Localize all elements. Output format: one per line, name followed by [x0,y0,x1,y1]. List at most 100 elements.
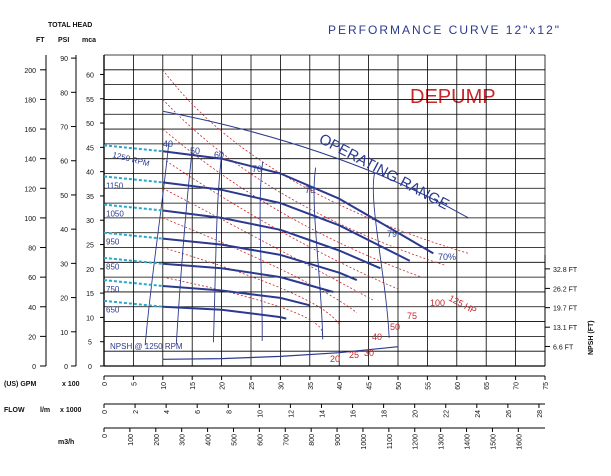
m3h-tick-label: 200 [154,434,161,446]
efficiency-label: 79 [387,229,397,239]
operating-range-boundary [162,110,469,219]
psi-tick-label: 0 [64,364,68,371]
power-curve [162,187,375,302]
ft-tick-label: 0 [32,364,36,371]
mca-tick-label: 60 [86,72,94,79]
lm-scale-label: x 1000 [60,407,82,414]
speed-curve [162,181,411,262]
mca-unit-label: mca [82,37,96,44]
speed-label: 1250 RPM [112,150,151,168]
gpm-tick-label: 5 [131,382,138,386]
m3h-tick-label: 1500 [490,434,497,450]
ft-tick-label: 160 [24,127,36,134]
speed-label: 850 [106,263,120,272]
efficiency-label: 79 [305,185,315,195]
speed-label: 1150 [106,181,124,190]
lm-tick-label: 28 [537,410,544,418]
chart-title: PERFORMANCE CURVE 12"x12" [328,23,561,37]
operating-range-text: OPERATING RANGE [316,131,452,214]
ft-tick-label: 120 [24,186,36,193]
brand-label: DEPUMP [410,86,496,108]
m3h-tick-label: 1200 [413,434,420,450]
gpm-tick-label: 10 [161,382,168,390]
psi-tick-label: 90 [60,56,68,63]
mca-tick-label: 10 [86,315,94,322]
mca-tick-label: 55 [86,97,94,104]
ft-tick-label: 180 [24,97,36,104]
efficiency-label: 50 [190,146,200,156]
npsh-axis-label: NPSH (FT) [588,320,595,355]
flow-label: FLOW [4,407,25,414]
npsh-curve-label: NPSH @ 1250 RPM [110,342,183,351]
ft-unit-label: FT [36,37,45,44]
speed-curve [162,209,381,270]
lm-tick-label: 2 [133,410,140,414]
mca-tick-label: 45 [86,145,94,152]
speed-label: 750 [106,285,120,294]
efficiency-curve [259,161,264,341]
gpm-scale-label: x 100 [62,381,80,388]
mca-tick-label: 15 [86,291,94,298]
power-curve [162,276,323,337]
m3h-tick-label: 700 [283,434,290,446]
speed-curve [162,237,358,282]
gpm-tick-label: 20 [220,382,227,390]
ft-tick-label: 80 [28,246,36,253]
lm-tick-label: 4 [164,410,171,414]
lm-tick-label: 24 [475,410,482,418]
m3h-tick-label: 1600 [516,434,523,450]
gpm-tick-label: 50 [396,382,403,390]
flow-axes: 0 5 10 15 20 25 30 35 40 45 50 55 60 65 70 750 2 4 6 8 10 12 1… [102,375,550,450]
lm-tick-label: 10 [257,410,264,418]
psi-tick-label: 10 [60,330,68,337]
efficiency-curve [175,149,193,344]
mca-tick-label: 5 [88,340,92,347]
gpm-tick-label: 45 [367,382,374,390]
power-label: 20 [330,354,340,364]
m3h-tick-label: 0 [102,434,109,438]
psi-unit-label: PSI [58,37,69,44]
npsh-line [162,346,399,360]
speed-curve [162,305,287,320]
m3h-tick-label: 500 [231,434,238,446]
power-label: 50 [390,322,400,332]
gpm-tick-label: 35 [308,382,315,390]
mca-tick-label: 40 [86,170,94,177]
m3h-tick-label: 400 [206,434,213,446]
mca-tick-label: 50 [86,121,94,128]
npsh-tick-label: 13.1 FT [553,325,578,332]
gpm-tick-label: 25 [249,382,256,390]
psi-tick-label: 20 [60,296,68,303]
ft-tick-label: 140 [24,157,36,164]
mca-tick-label: 25 [86,243,94,250]
gpm-tick-label: 30 [278,382,285,390]
power-label: 75 [407,311,417,321]
m3h-tick-label: 100 [128,434,135,446]
efficiency-label: 70 [252,164,262,174]
ft-tick-label: 100 [24,216,36,223]
psi-tick-label: 50 [60,193,68,200]
psi-tick-label: 40 [60,227,68,234]
speed-label: 650 [106,306,120,315]
psi-tick-label: 60 [60,159,68,166]
gpm-tick-label: 55 [425,382,432,390]
speed-label: 950 [106,238,120,247]
m3h-tick-label: 900 [335,434,342,446]
gpm-tick-label: 70 [514,382,521,390]
lm-tick-label: 26 [506,410,513,418]
power-curve [162,247,340,325]
mca-tick-label: 30 [86,218,94,225]
gpm-tick-label: 40 [337,382,344,390]
psi-axis: 0 10 20 30 40 50 60 70 80 90 [60,56,76,371]
gpm-tick-label: 65 [484,382,491,390]
power-curve [162,158,399,290]
mca-axis: 0 5 10 15 20 25 30 35 40 45 50 55 60 [86,72,104,371]
power-label: 25 [349,350,359,360]
efficiency-label: 70% [438,252,456,262]
ft-tick-label: 200 [24,68,36,75]
psi-tick-label: 30 [60,261,68,268]
lm-tick-label: 20 [413,410,420,418]
mca-tick-label: 35 [86,194,94,201]
operating-range: OPERATING RANGE [162,110,469,219]
